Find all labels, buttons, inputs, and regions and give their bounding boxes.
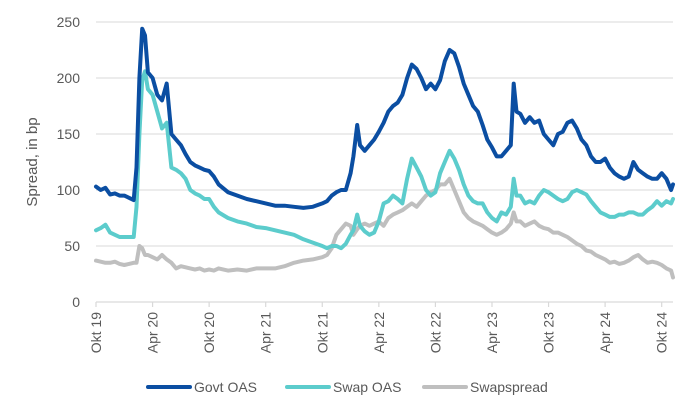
y-tick-label: 200 [57,70,81,86]
legend-item: Govt OAS [146,379,257,395]
x-axis: Okt 19 Apr 20 Okt 20 Apr 21 Okt 21 Apr 22 Okt … [88,301,673,353]
y-tick-label: 250 [57,14,81,30]
y-tick-label: 150 [57,126,81,142]
x-tick-label: Apr 24 [597,312,613,353]
series-line-govt-oas [94,26,675,210]
x-tick-label: Apr 20 [145,312,161,353]
x-tick-label: Okt 19 [88,312,104,353]
x-tick-label: Okt 21 [314,312,330,353]
y-tick-label: 50 [64,238,80,254]
legend-label: Swap OAS [333,379,401,395]
y-tick-label: 100 [57,182,81,198]
x-tick-label: Apr 21 [258,312,274,353]
y-tick-label: 0 [72,294,80,310]
gridlines [96,21,673,247]
legend-item: Swapspread [422,379,548,395]
legend: Govt OAS Swap OAS Swapspread [146,379,548,395]
y-axis-ticks: 0 50 100 150 200 250 [57,14,81,310]
legend-label: Govt OAS [194,379,257,395]
x-tick-label: Okt 24 [654,312,670,353]
x-tick-label: Apr 22 [371,312,387,353]
series-line-swapspread [94,176,675,280]
legend-item: Swap OAS [285,379,401,395]
legend-label: Swapspread [470,379,548,395]
y-axis-title: Spread, in bp [24,117,41,206]
x-tick-label: Okt 22 [427,312,443,353]
x-tick-label: Apr 23 [484,312,500,353]
x-tick-label: Okt 23 [541,312,557,353]
series-line-swap-oas [94,69,675,251]
series-lines [94,26,675,280]
x-tick-label: Okt 20 [201,312,217,353]
